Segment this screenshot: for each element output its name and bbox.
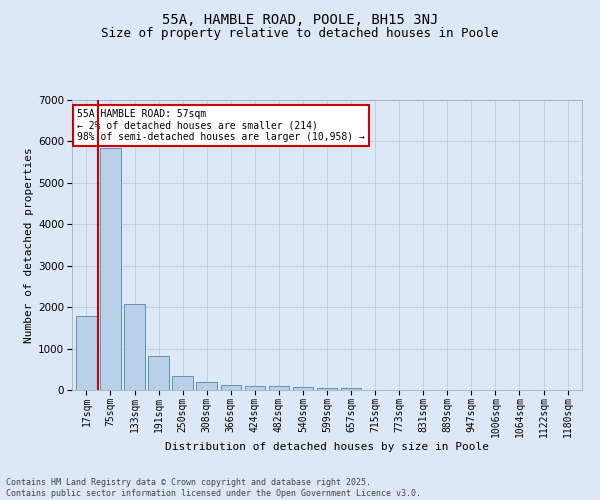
Bar: [172, 376, 193, 390]
Text: Size of property relative to detached houses in Poole: Size of property relative to detached ho…: [101, 28, 499, 40]
Bar: [124, 304, 145, 390]
Bar: [341, 388, 361, 390]
Bar: [196, 382, 217, 390]
Bar: [148, 356, 169, 390]
Bar: [269, 386, 289, 390]
X-axis label: Distribution of detached houses by size in Poole: Distribution of detached houses by size …: [165, 442, 489, 452]
Y-axis label: Number of detached properties: Number of detached properties: [24, 147, 34, 343]
Bar: [293, 387, 313, 390]
Text: 55A HAMBLE ROAD: 57sqm
← 2% of detached houses are smaller (214)
98% of semi-det: 55A HAMBLE ROAD: 57sqm ← 2% of detached …: [77, 108, 365, 142]
Bar: [100, 148, 121, 390]
Text: 55A, HAMBLE ROAD, POOLE, BH15 3NJ: 55A, HAMBLE ROAD, POOLE, BH15 3NJ: [162, 12, 438, 26]
Bar: [245, 386, 265, 390]
Bar: [317, 388, 337, 390]
Text: Contains HM Land Registry data © Crown copyright and database right 2025.
Contai: Contains HM Land Registry data © Crown c…: [6, 478, 421, 498]
Bar: [221, 385, 241, 390]
Bar: [76, 316, 97, 390]
